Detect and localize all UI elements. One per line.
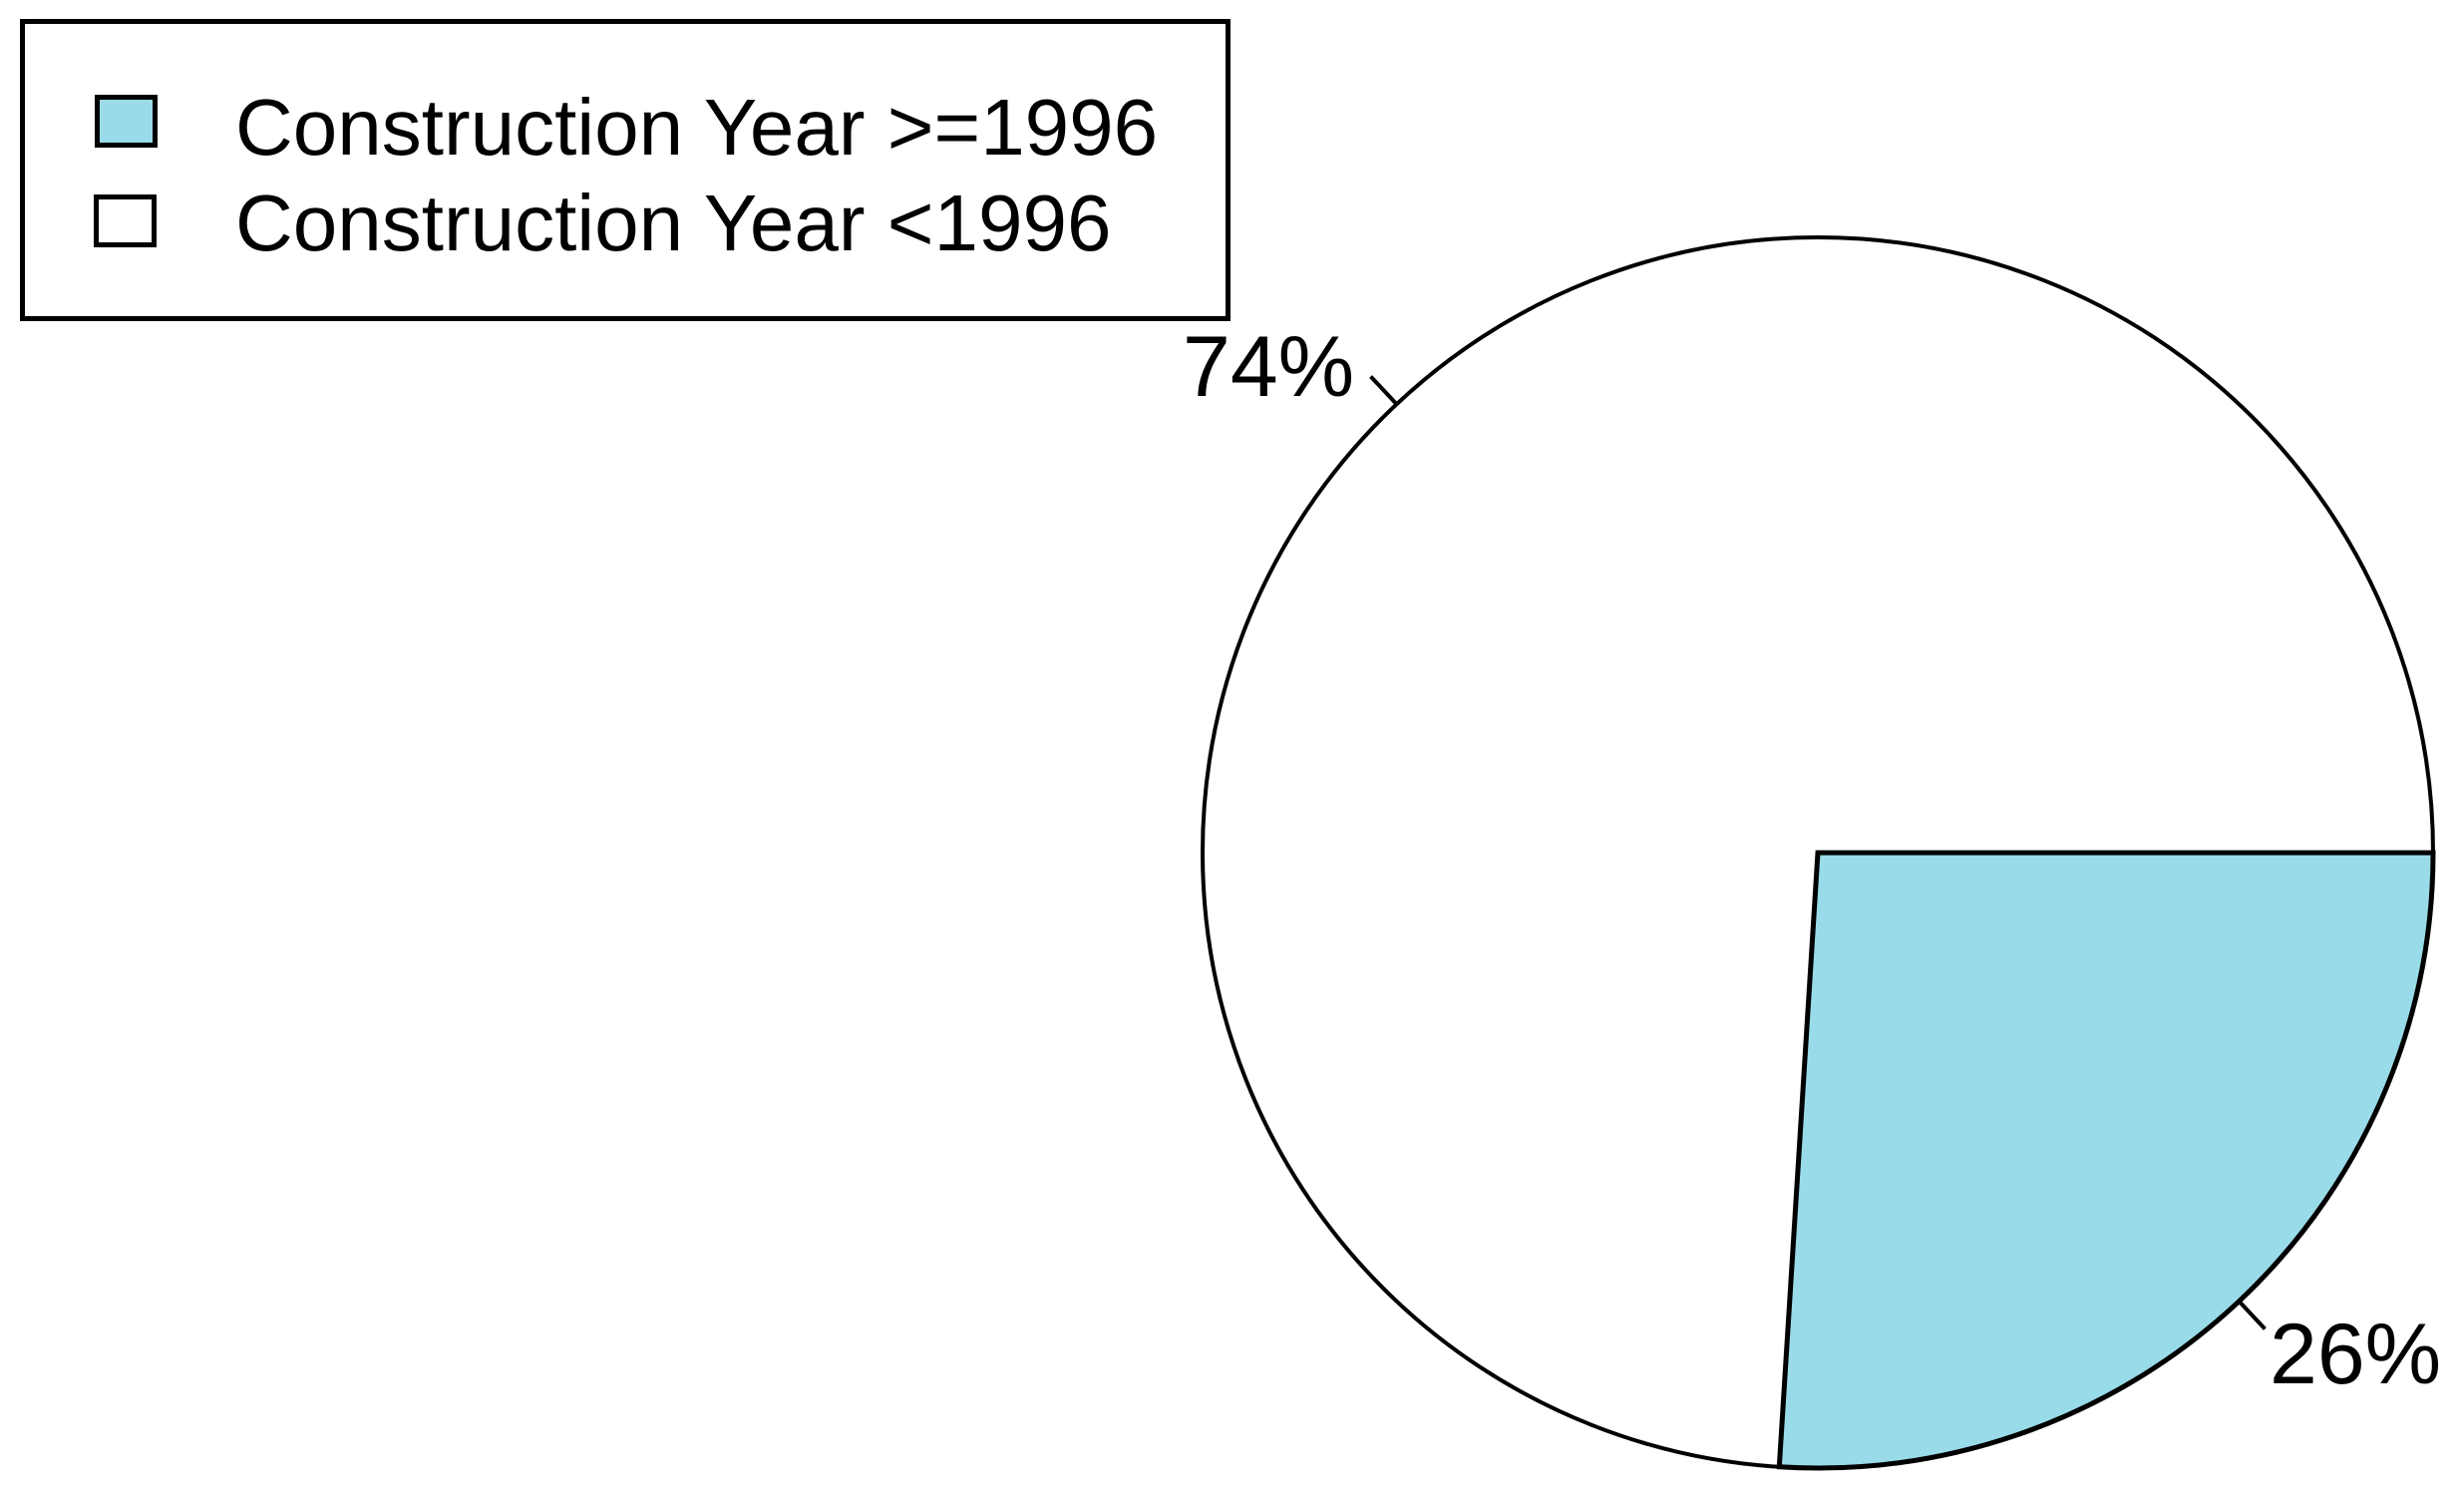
label-leader-tick-blue [2237, 1300, 2267, 1330]
legend: Construction Year >=1996 Construction Ye… [20, 19, 1231, 321]
legend-swatch-year-lt-1996 [94, 194, 157, 247]
legend-swatch-year-ge-1996 [95, 95, 158, 148]
pie-label-26-percent: 26% [2270, 1307, 2442, 1402]
pie-slice-blue [1776, 850, 2436, 1471]
legend-label-year-lt-1996: Construction Year <1996 [235, 179, 1112, 267]
legend-label-year-ge-1996: Construction Year >=1996 [235, 83, 1159, 172]
pie-label-74-percent: 74% [1183, 319, 1355, 415]
label-leader-tick-white [1369, 375, 1399, 406]
